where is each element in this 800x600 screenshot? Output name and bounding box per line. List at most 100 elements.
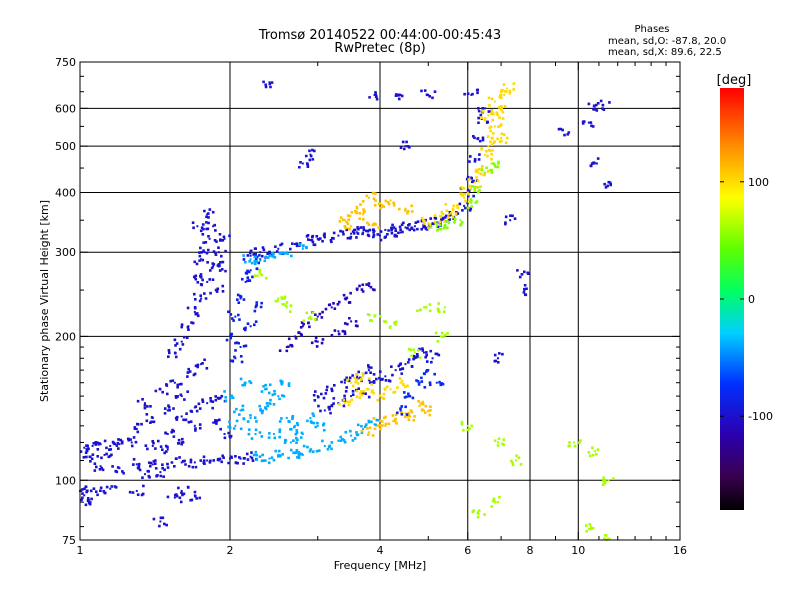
data-point	[257, 261, 260, 265]
data-point	[281, 381, 284, 384]
data-point	[378, 376, 381, 380]
data-point	[285, 349, 289, 353]
data-point	[271, 251, 274, 255]
data-point	[602, 479, 605, 483]
data-point	[454, 212, 458, 215]
data-point	[503, 93, 506, 96]
data-point	[489, 140, 492, 144]
data-point	[414, 221, 418, 224]
data-point	[205, 251, 209, 255]
data-point	[524, 293, 528, 297]
data-point	[467, 178, 471, 181]
data-point	[458, 202, 462, 206]
data-point	[272, 402, 276, 406]
data-point	[439, 383, 443, 387]
data-point	[596, 448, 600, 452]
data-point	[460, 186, 463, 189]
data-point	[211, 400, 215, 403]
data-point	[227, 431, 230, 435]
data-point	[407, 392, 410, 396]
data-point	[189, 460, 193, 464]
data-point	[250, 451, 253, 454]
data-point	[177, 438, 181, 442]
data-point	[215, 240, 218, 243]
data-point	[260, 273, 264, 277]
data-point	[477, 513, 480, 516]
data-point	[403, 415, 407, 419]
data-point	[354, 320, 358, 323]
data-point	[476, 515, 480, 519]
data-point	[182, 335, 186, 339]
data-point	[438, 380, 441, 384]
data-point	[373, 423, 376, 426]
data-point	[212, 421, 215, 424]
data-point	[291, 417, 294, 421]
data-point	[347, 218, 351, 222]
data-point	[190, 410, 194, 413]
data-point	[424, 355, 427, 359]
data-point	[386, 201, 390, 204]
data-point	[312, 393, 316, 397]
data-point	[483, 173, 486, 177]
data-point	[405, 413, 409, 416]
data-point	[499, 90, 503, 93]
data-point	[487, 96, 491, 100]
data-point	[435, 225, 438, 228]
data-point	[366, 433, 370, 437]
data-point	[343, 402, 346, 405]
data-point	[489, 168, 492, 172]
data-point	[208, 461, 212, 464]
data-point	[522, 291, 526, 294]
data-point	[351, 230, 355, 233]
data-point	[412, 418, 416, 422]
data-point	[314, 425, 318, 429]
data-point	[311, 311, 315, 315]
data-point	[141, 476, 144, 480]
data-point	[342, 293, 346, 297]
data-point	[485, 149, 488, 153]
data-point	[357, 387, 361, 390]
data-point	[301, 453, 304, 456]
data-point	[105, 452, 108, 456]
data-point	[202, 455, 206, 459]
y-tick-label: 400	[55, 186, 76, 199]
data-point	[504, 141, 508, 145]
data-point	[253, 309, 257, 313]
data-point	[355, 389, 359, 393]
data-point	[212, 459, 216, 462]
data-point	[299, 161, 302, 164]
data-point	[151, 444, 154, 447]
data-point	[262, 248, 266, 252]
data-point	[346, 236, 350, 240]
data-point	[561, 129, 564, 132]
data-point	[406, 227, 409, 230]
data-point	[196, 314, 200, 318]
data-point	[113, 442, 117, 446]
data-point	[169, 379, 172, 383]
data-point	[234, 424, 237, 427]
data-point	[477, 107, 480, 110]
data-point	[394, 418, 397, 421]
data-point	[433, 214, 437, 217]
data-point	[180, 395, 183, 398]
data-point	[259, 305, 263, 309]
data-point	[264, 255, 268, 259]
data-point	[364, 392, 367, 395]
data-point	[93, 469, 97, 472]
data-point	[287, 456, 290, 460]
data-point	[285, 346, 288, 349]
y-tick-label: 100	[55, 474, 76, 487]
data-point	[592, 104, 596, 108]
data-point	[368, 426, 372, 430]
data-point	[373, 203, 377, 207]
data-point	[417, 400, 420, 403]
data-point	[460, 220, 464, 224]
data-point	[200, 297, 203, 300]
data-point	[350, 225, 353, 228]
data-point	[385, 385, 389, 389]
data-point	[367, 395, 371, 399]
data-point	[370, 420, 373, 424]
data-point	[184, 463, 187, 466]
data-point	[317, 404, 320, 408]
data-point	[337, 332, 341, 336]
